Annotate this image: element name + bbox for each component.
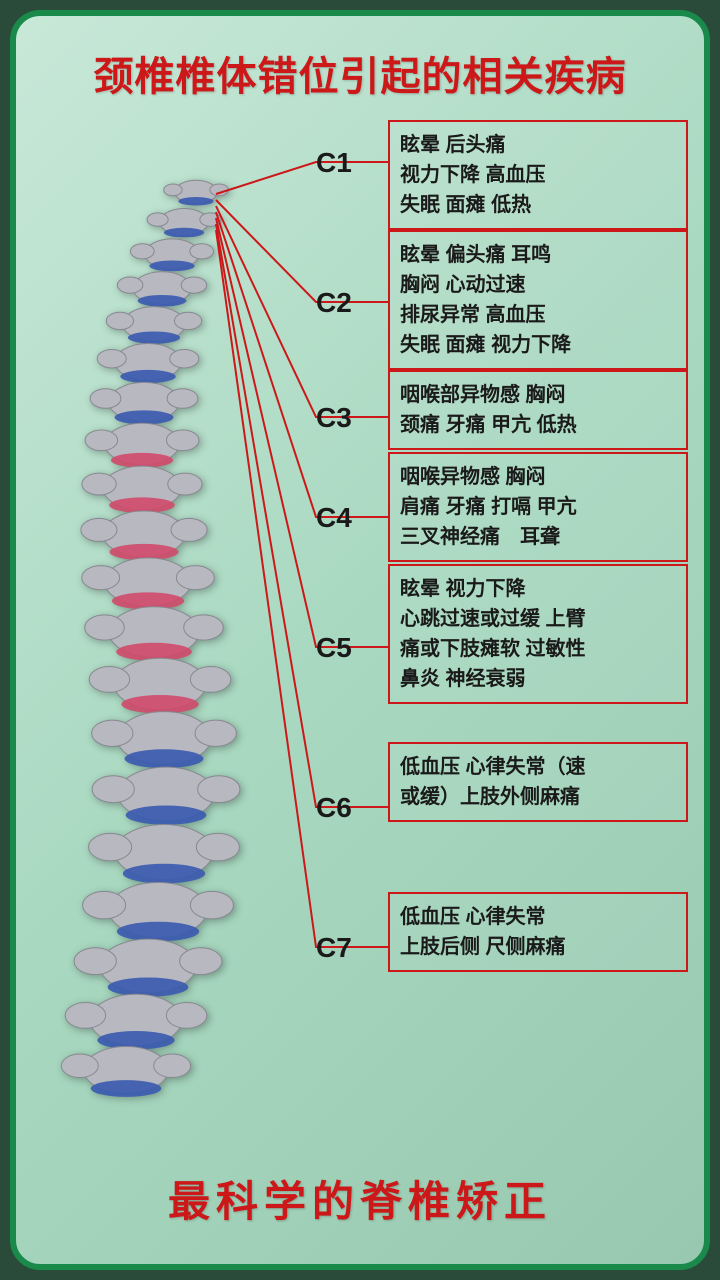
vertebra-label: C5	[316, 632, 352, 664]
vertebra-label: C6	[316, 792, 352, 824]
symptom-box: 眩晕 偏头痛 耳鸣胸闷 心动过速排尿异常 高血压失眠 面瘫 视力下降	[388, 230, 688, 370]
main-title: 颈椎椎体错位引起的相关疾病	[16, 16, 704, 112]
symptom-box: 咽喉异物感 胸闷肩痛 牙痛 打嗝 甲亢三叉神经痛 耳聋	[388, 452, 688, 562]
vertebra-label: C4	[316, 502, 352, 534]
vertebra-label: C7	[316, 932, 352, 964]
symptom-box: 低血压 心律失常上肢后侧 尺侧麻痛	[388, 892, 688, 972]
vertebra-label: C1	[316, 147, 352, 179]
vertebra-label: C2	[316, 287, 352, 319]
symptom-box: 眩晕 后头痛视力下降 高血压失眠 面瘫 低热	[388, 120, 688, 230]
symptom-box: 咽喉部异物感 胸闷颈痛 牙痛 甲亢 低热	[388, 370, 688, 450]
content-area: C1C2C3C4C5C6C7 眩晕 后头痛视力下降 高血压失眠 面瘫 低热眩晕 …	[16, 112, 704, 1132]
symptom-box: 低血压 心律失常（速或缓）上肢外侧麻痛	[388, 742, 688, 822]
vertebra-label: C3	[316, 402, 352, 434]
footer-slogan: 最科学的脊椎矫正	[16, 1168, 704, 1229]
spine-illustration	[36, 132, 296, 1112]
symptom-box: 眩晕 视力下降心跳过速或过缓 上臂痛或下肢瘫软 过敏性鼻炎 神经衰弱	[388, 564, 688, 704]
poster-panel: 颈椎椎体错位引起的相关疾病 C1 C2 C3 C4 C5 C6 C7 眩晕 后头痛视力下降 …	[10, 10, 710, 1270]
